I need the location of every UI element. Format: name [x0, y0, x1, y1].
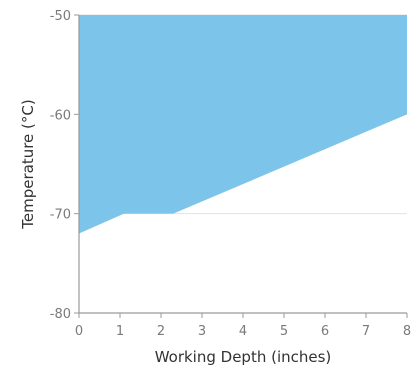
y-tick-label--60: -60 — [50, 108, 71, 123]
y-axis-title: Temperature (°C) — [19, 99, 37, 229]
area-layer — [79, 15, 407, 234]
x-tick-label-8: 8 — [403, 324, 411, 339]
x-tick-label-2: 2 — [157, 324, 165, 339]
x-tick-label-4: 4 — [239, 324, 247, 339]
x-tick-label-7: 7 — [362, 324, 370, 339]
x-tick-label-0: 0 — [75, 324, 83, 339]
x-tick-label-5: 5 — [280, 324, 288, 339]
axes — [74, 14, 408, 318]
shaded-area-0 — [79, 15, 407, 234]
y-tick-label--80: -80 — [50, 307, 71, 322]
x-axis-title: Working Depth (inches) — [155, 348, 332, 366]
x-tick-label-3: 3 — [198, 324, 206, 339]
x-tick-label-1: 1 — [116, 324, 124, 339]
x-tick-label-6: 6 — [321, 324, 329, 339]
y-tick-label--50: -50 — [50, 9, 71, 24]
tick-labels: -50 -60 -70 -80 0 1 2 3 4 5 6 7 8 — [50, 9, 411, 339]
y-tick-label--70: -70 — [50, 208, 71, 223]
